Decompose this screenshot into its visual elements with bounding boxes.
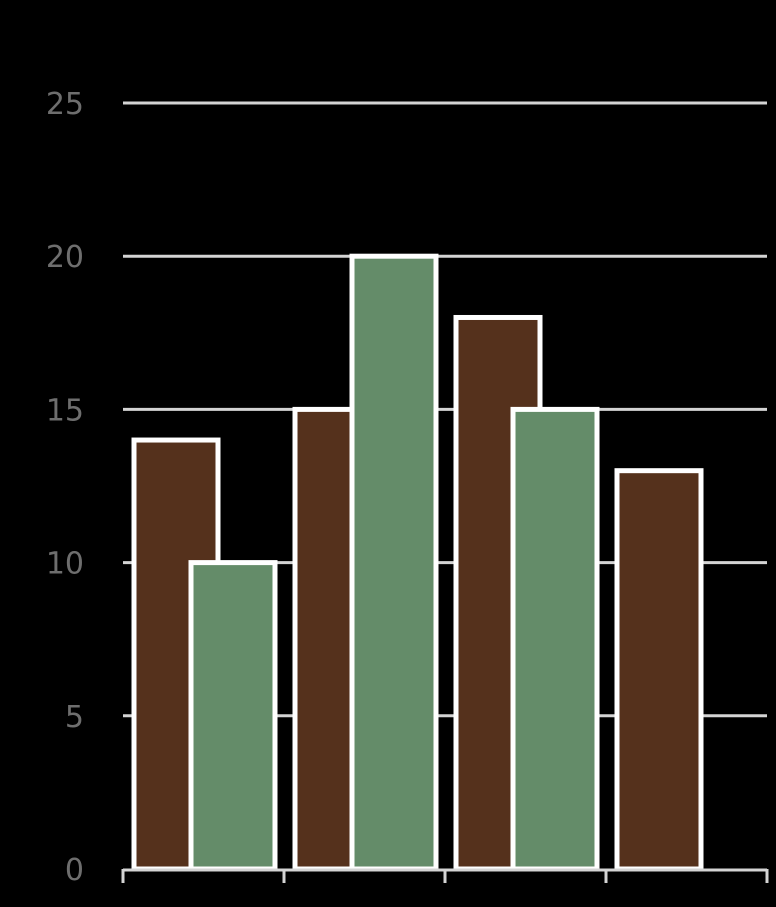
bar-series-2	[349, 253, 439, 872]
y-tick-label: 15	[46, 393, 84, 428]
y-axis-labels: 0 5 10 15 20 25	[46, 87, 84, 888]
x-axis	[121, 868, 769, 883]
bar-series-2	[188, 560, 278, 872]
y-tick-label: 0	[65, 853, 84, 888]
bar-series-1	[614, 468, 704, 872]
y-tick-label: 10	[46, 547, 84, 582]
bars	[131, 253, 704, 872]
y-tick-label: 20	[46, 240, 84, 275]
bar-series-2	[510, 406, 600, 872]
y-tick-label: 5	[65, 700, 84, 735]
y-tick-label: 25	[46, 87, 84, 122]
